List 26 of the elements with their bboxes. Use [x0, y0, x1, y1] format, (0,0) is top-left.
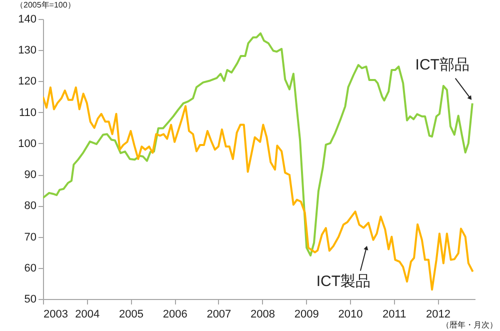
series-label: ICT部品	[415, 56, 470, 74]
y-tick-label: 80	[24, 200, 36, 212]
y-tick-label: 140	[18, 14, 36, 26]
y-tick-label: 90	[24, 169, 36, 182]
x-tick-label: 2003	[44, 308, 68, 320]
x-tick-label: 2005	[118, 308, 144, 320]
x-tick-label: 2008	[250, 308, 276, 320]
line-series	[43, 32, 474, 256]
y-tick-label: 50	[24, 294, 36, 306]
x-tick-label: 2004	[75, 308, 100, 320]
y-tick-label: 100	[18, 138, 36, 150]
y-tick-label: 60	[24, 262, 36, 274]
y-tick-label: 110	[18, 106, 36, 119]
x-tick-label: 2011	[382, 308, 406, 320]
x-tick-label: 2007	[206, 308, 232, 320]
y-tick-label: 120	[18, 76, 36, 88]
x-tick-label: 2006	[162, 308, 188, 320]
x-axis-title: （暦年・月次）	[442, 320, 498, 330]
y-tick-label: 70	[24, 231, 36, 244]
line-series	[43, 86, 474, 291]
x-tick-label: 2010	[338, 308, 363, 320]
y-tick-label: 130	[18, 44, 36, 57]
x-tick-label: 2012	[426, 308, 450, 320]
series-label: ICT製品	[316, 272, 371, 290]
y-axis-title: （2005年=100）	[16, 0, 76, 10]
x-tick-label: 2009	[294, 308, 319, 320]
